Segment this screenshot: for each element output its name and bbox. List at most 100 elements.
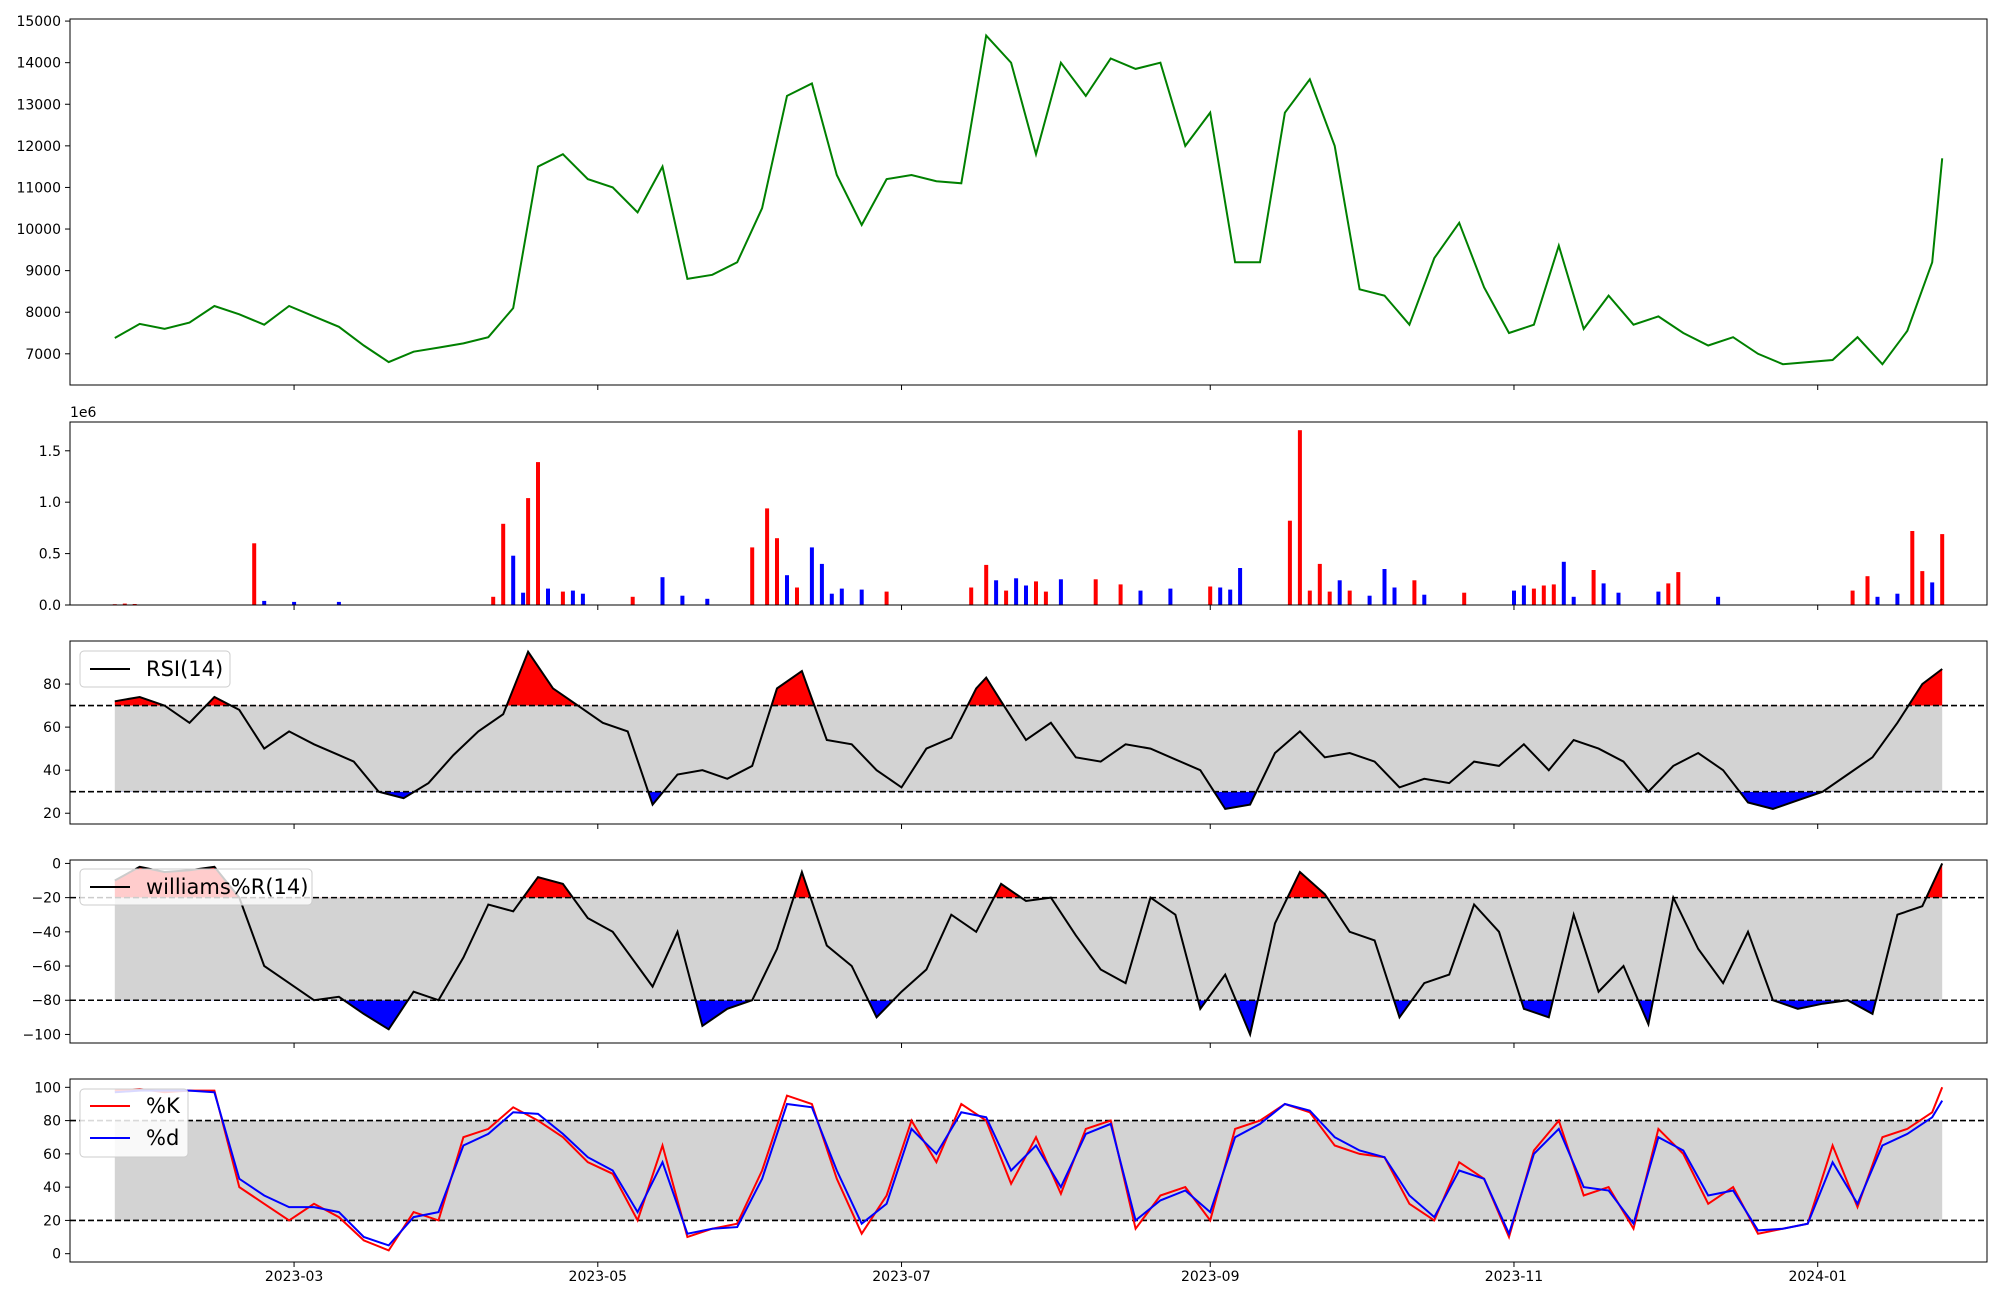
williams-y-tick-label: −20	[31, 891, 61, 907]
volume-bar	[839, 588, 844, 605]
volume-panel: 0.0 0.5 1.0 1.5 1e6	[39, 405, 1988, 614]
volume-y-axis: 0.0 0.5 1.0 1.5	[39, 444, 70, 614]
williams-y-tick-label: 0	[52, 856, 61, 872]
rsi-y-tick-label: 40	[43, 763, 61, 779]
volume-bar	[859, 589, 864, 605]
volume-bar	[1208, 586, 1213, 605]
volume-bar	[630, 596, 635, 605]
volume-y-tick-label: 1.5	[39, 444, 61, 460]
volume-bar	[1367, 595, 1372, 605]
williams-legend-label: williams%R(14)	[146, 875, 308, 899]
volume-bar	[705, 598, 710, 605]
volume-bar	[1218, 587, 1223, 605]
volume-bar	[994, 580, 999, 605]
price-y-tick-label: 7000	[25, 347, 61, 363]
stoch-y-tick-label: 0	[52, 1247, 61, 1263]
stochastic-axes-frame	[69, 1078, 1988, 1263]
volume-bar	[765, 508, 770, 605]
volume-bar	[1392, 587, 1397, 605]
volume-bar	[1422, 594, 1427, 605]
volume-bar	[501, 523, 506, 605]
price-y-tick-label: 12000	[16, 139, 61, 155]
rsi-y-axis: 20 40 60 80	[43, 677, 70, 822]
volume-bar	[1034, 581, 1038, 605]
volume-bar	[1656, 591, 1661, 605]
volume-bar	[1327, 591, 1332, 605]
volume-bar	[491, 596, 496, 605]
volume-bar	[1412, 580, 1417, 605]
price-y-tick-label: 15000	[16, 14, 61, 30]
volume-bar	[1337, 580, 1342, 605]
volume-bar	[829, 593, 834, 605]
stochastic-y-axis: 0 20 40 60 80 100	[34, 1080, 70, 1263]
volume-bar	[750, 547, 755, 605]
volume-bar	[262, 600, 267, 605]
volume-bar	[1666, 583, 1671, 605]
volume-bar	[1920, 571, 1925, 605]
volume-bar	[1297, 430, 1302, 605]
volume-bar	[536, 462, 540, 605]
rsi-y-tick-label: 60	[43, 720, 61, 736]
price-y-tick-label: 8000	[25, 305, 61, 321]
volume-bar	[1024, 585, 1028, 605]
volume-bar	[1850, 590, 1855, 605]
williams-legend-box	[79, 868, 313, 906]
volume-bar	[1601, 583, 1606, 605]
volume-bar	[1910, 531, 1915, 605]
volume-bar	[1138, 590, 1143, 605]
rsi-legend-label: RSI(14)	[146, 657, 223, 681]
volume-y-tick-label: 1.0	[39, 495, 61, 511]
stochastic-neutral-band	[114, 1120, 1943, 1221]
volume-bar	[1118, 584, 1123, 605]
volume-bar	[1093, 579, 1098, 605]
volume-bar	[660, 577, 665, 605]
price-y-tick-label: 13000	[16, 97, 61, 113]
volume-bar	[1895, 593, 1900, 605]
volume-bar	[1512, 590, 1516, 605]
rsi-legend-box	[79, 650, 231, 688]
volume-y-tick-label: 0.5	[39, 547, 61, 563]
d-line	[114, 1089, 1944, 1247]
x-tick-label: 2023-03	[265, 1269, 324, 1285]
volume-bar	[680, 595, 685, 605]
volume-bar	[1571, 596, 1576, 605]
stoch-y-tick-label: 60	[43, 1147, 61, 1163]
volume-bar	[1521, 585, 1526, 605]
williams-y-tick-label: −40	[31, 925, 61, 941]
volume-bar	[984, 564, 989, 605]
volume-bar	[1168, 588, 1173, 605]
williams-axes-frame	[69, 859, 1988, 1044]
k-legend-label: %K	[146, 1094, 181, 1118]
rsi-line	[114, 649, 1943, 810]
volume-bar	[511, 555, 516, 605]
volume-bar	[1551, 584, 1556, 605]
volume-bar	[969, 587, 974, 605]
volume-bar	[521, 592, 526, 605]
volume-bar	[1382, 569, 1387, 605]
volume-bar	[1347, 590, 1352, 605]
price-y-tick-label: 11000	[16, 180, 61, 196]
rsi-neutral-band	[114, 705, 1943, 792]
price-y-axis: 7000 8000 9000 10000 11000 12000 13000 14000 150…	[16, 14, 70, 363]
volume-plot-area	[112, 430, 1945, 605]
volume-bar	[775, 538, 779, 605]
volume-bar	[1287, 520, 1292, 605]
x-tick-label: 2023-09	[1181, 1269, 1240, 1285]
volume-bar	[560, 591, 565, 605]
williams-legend: williams%R(14)	[79, 868, 313, 906]
volume-bar	[570, 590, 575, 605]
price-panel: 7000 8000 9000 10000 11000 12000 13000 14000 150…	[16, 14, 1988, 386]
price-line	[114, 33, 1944, 366]
volume-bar	[292, 601, 297, 605]
stoch-y-tick-label: 80	[43, 1114, 61, 1130]
rsi-y-tick-label: 80	[43, 677, 61, 693]
price-y-tick-label: 9000	[25, 264, 61, 280]
volume-bar	[1930, 582, 1935, 605]
rsi-oversold-fill	[114, 791, 1943, 809]
williams-y-tick-label: −100	[23, 1027, 61, 1043]
volume-bar	[1058, 579, 1063, 605]
date-x-axis: 2023-03 2023-05 2023-07 2023-09 2023-11 2024-…	[265, 385, 1847, 1285]
volume-bar	[1317, 563, 1322, 605]
volume-bar	[1616, 592, 1621, 605]
